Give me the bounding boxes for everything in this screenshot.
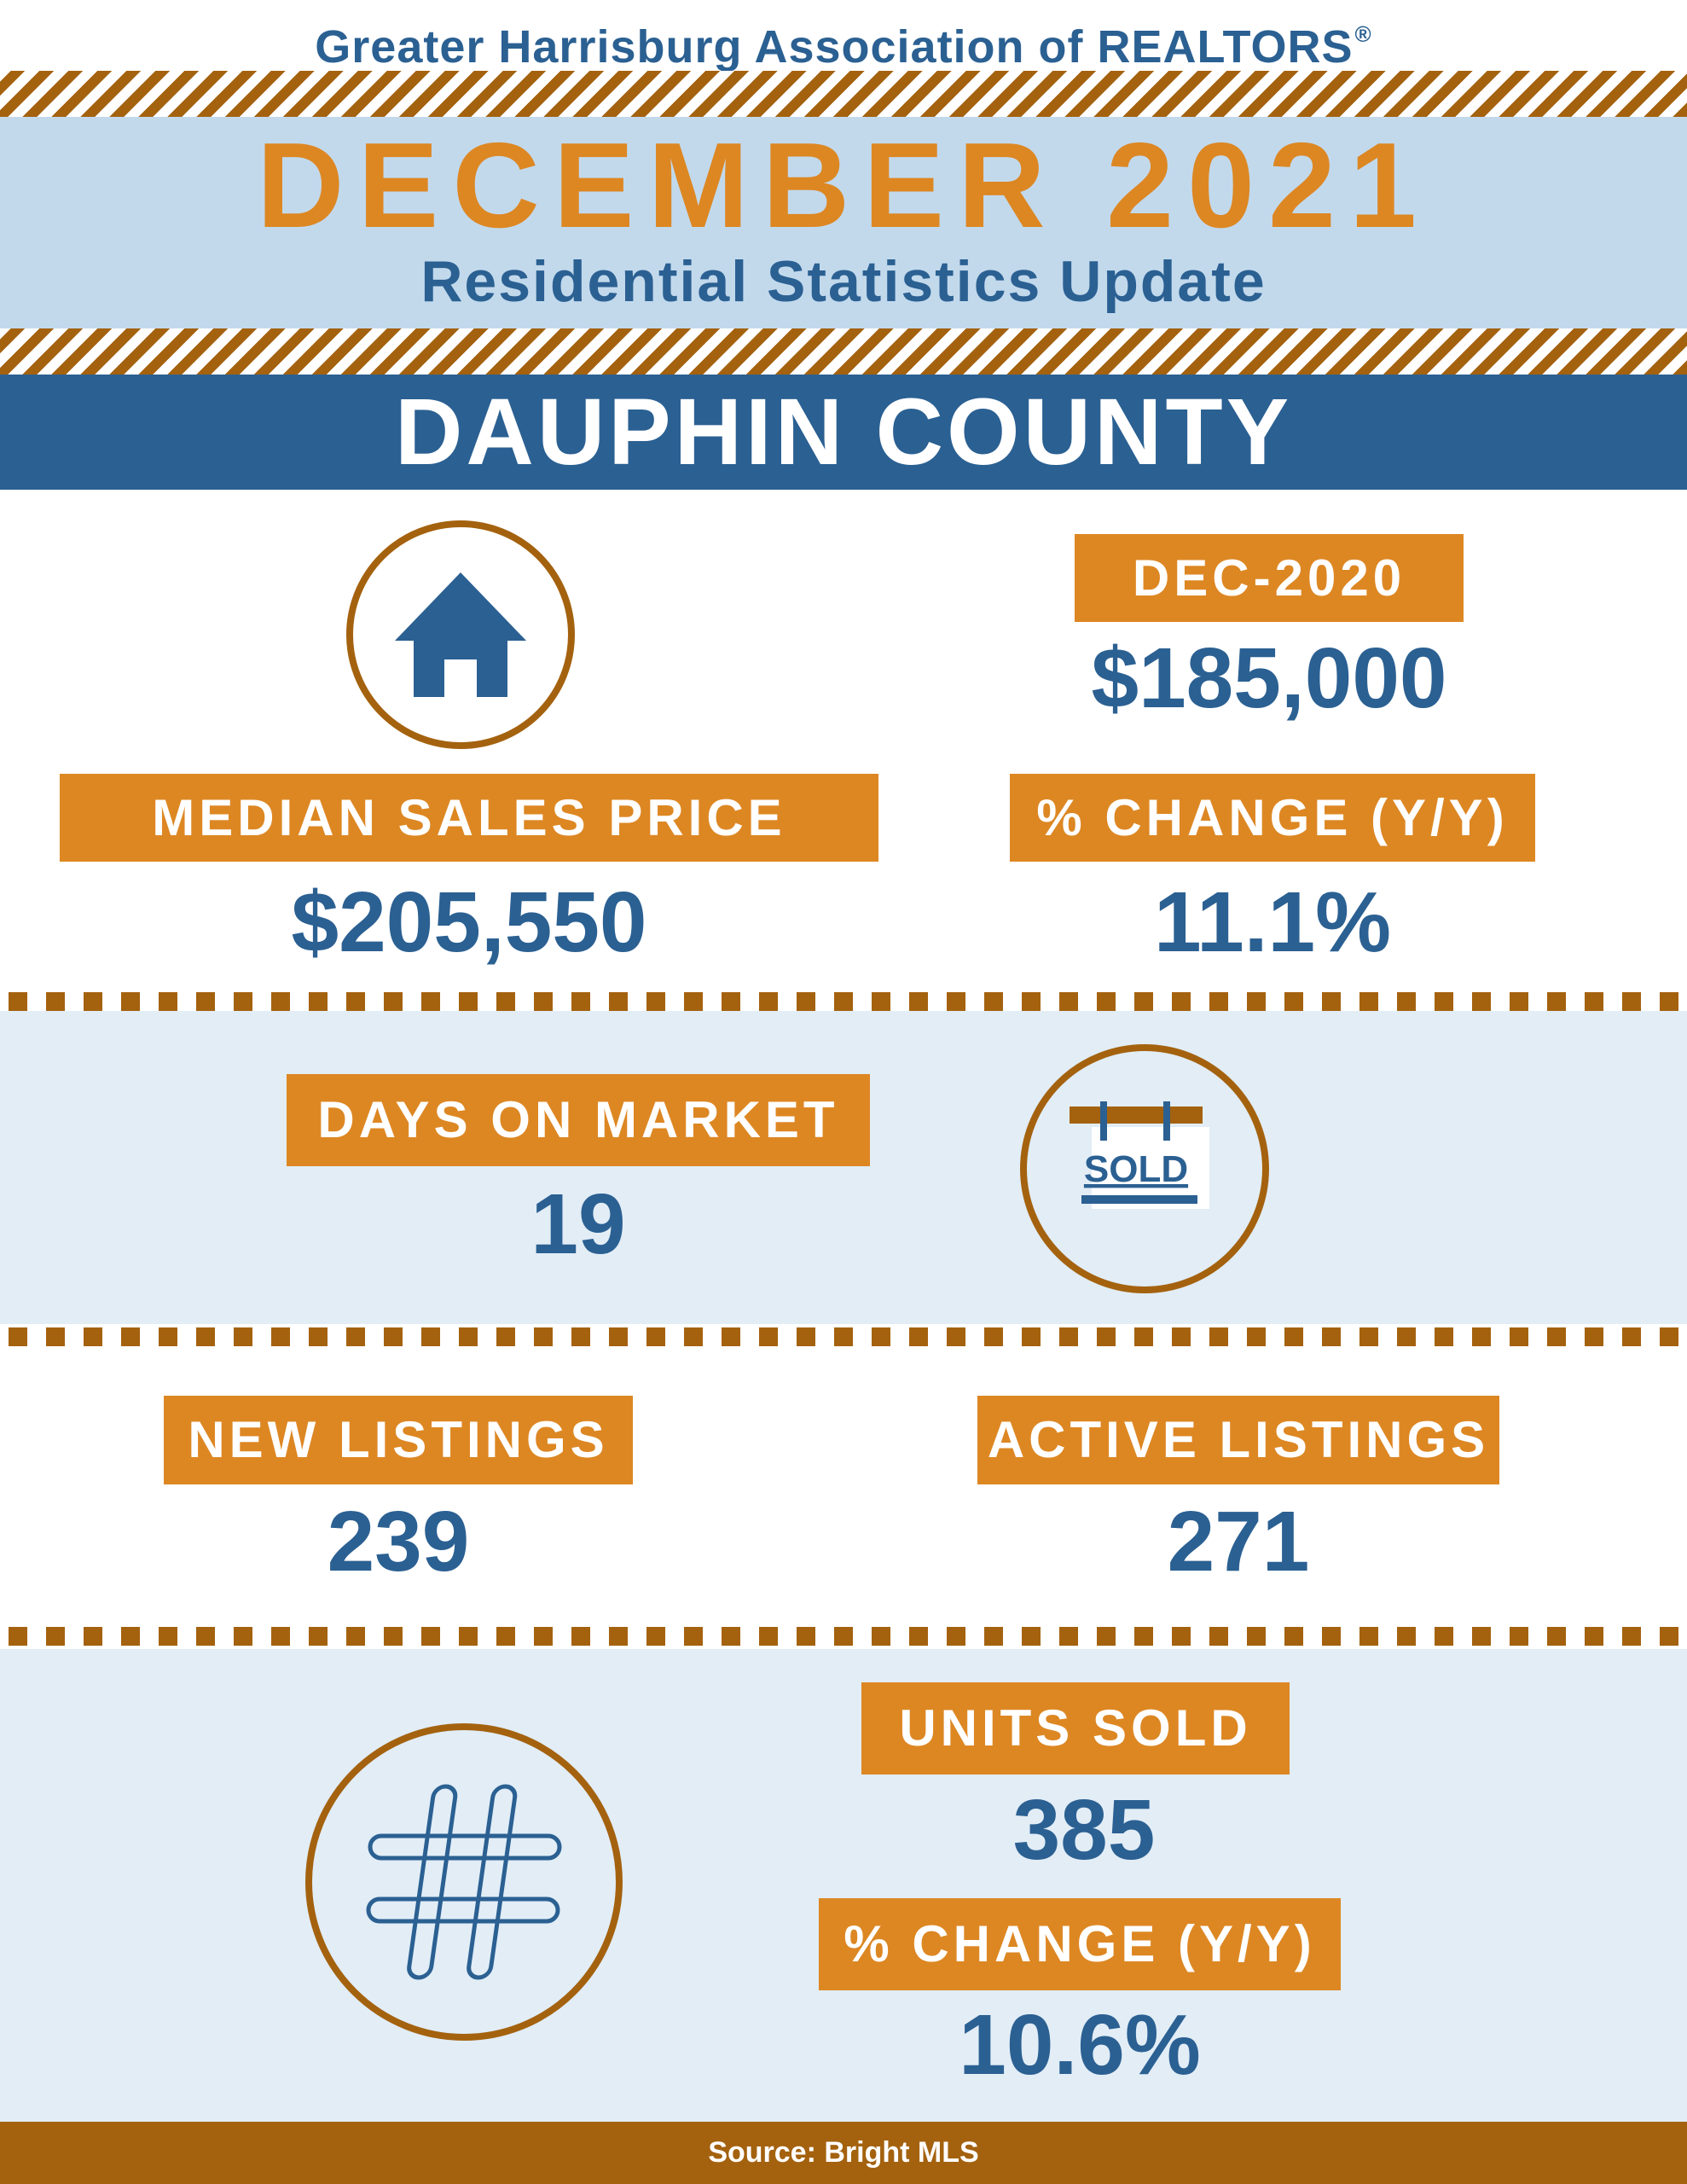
house-icon [395, 572, 526, 697]
bottom-stripe-divider [0, 328, 1687, 375]
hero-band [0, 117, 1687, 328]
hashtag-icon-circle [305, 1723, 623, 2041]
source-footer: Source: Bright MLS [0, 2122, 1687, 2184]
units-sold-label: UNITS SOLD [861, 1682, 1290, 1774]
registered-mark: ® [1354, 21, 1372, 47]
price-change-label: % CHANGE (Y/Y) [1010, 774, 1535, 862]
units-change-label: % CHANGE (Y/Y) [819, 1898, 1341, 1990]
median-sales-price-value: $205,550 [291, 874, 647, 970]
days-on-market-label: DAYS ON MARKET [287, 1074, 870, 1166]
sold-sign-icon: SOLD [1070, 1101, 1209, 1209]
active-listings-value: 271 [1167, 1494, 1310, 1589]
days-on-market-value: 19 [530, 1176, 626, 1272]
house-icon-circle [346, 520, 575, 749]
report-subtitle: Residential Statistics Update [420, 249, 1267, 314]
new-listings-label: NEW LISTINGS [164, 1396, 633, 1484]
prior-year-median-price: $185,000 [1091, 630, 1447, 726]
median-sales-price-label: MEDIAN SALES PRICE [60, 774, 878, 862]
sold-sign-text: SOLD [1084, 1148, 1188, 1190]
units-sold-band [0, 1649, 1687, 2122]
organization-name: Greater Harrisburg Association of REALTO… [315, 21, 1354, 73]
month-title: DECEMBER 2021 [257, 118, 1430, 253]
top-stripe-divider [0, 71, 1687, 117]
dotted-divider [0, 992, 1687, 1011]
new-listings-value: 239 [327, 1494, 470, 1589]
active-listings-label: ACTIVE LISTINGS [977, 1396, 1499, 1484]
county-title: DAUPHIN COUNTY [394, 380, 1293, 485]
county-band [0, 375, 1687, 490]
days-on-market-band [0, 1011, 1687, 1324]
price-change-value: 11.1% [1153, 874, 1392, 970]
units-sold-value: 385 [1012, 1782, 1156, 1878]
hashtag-icon [366, 1784, 562, 1980]
sold-sign-icon-circle: SOLD [1020, 1044, 1269, 1293]
dotted-divider [0, 1327, 1687, 1346]
dotted-divider [0, 1627, 1687, 1646]
prior-year-label: DEC-2020 [1075, 534, 1464, 622]
organization-title: Greater Harrisburg Association of REALTO… [0, 3, 1687, 73]
units-change-value: 10.6% [959, 1997, 1201, 2093]
